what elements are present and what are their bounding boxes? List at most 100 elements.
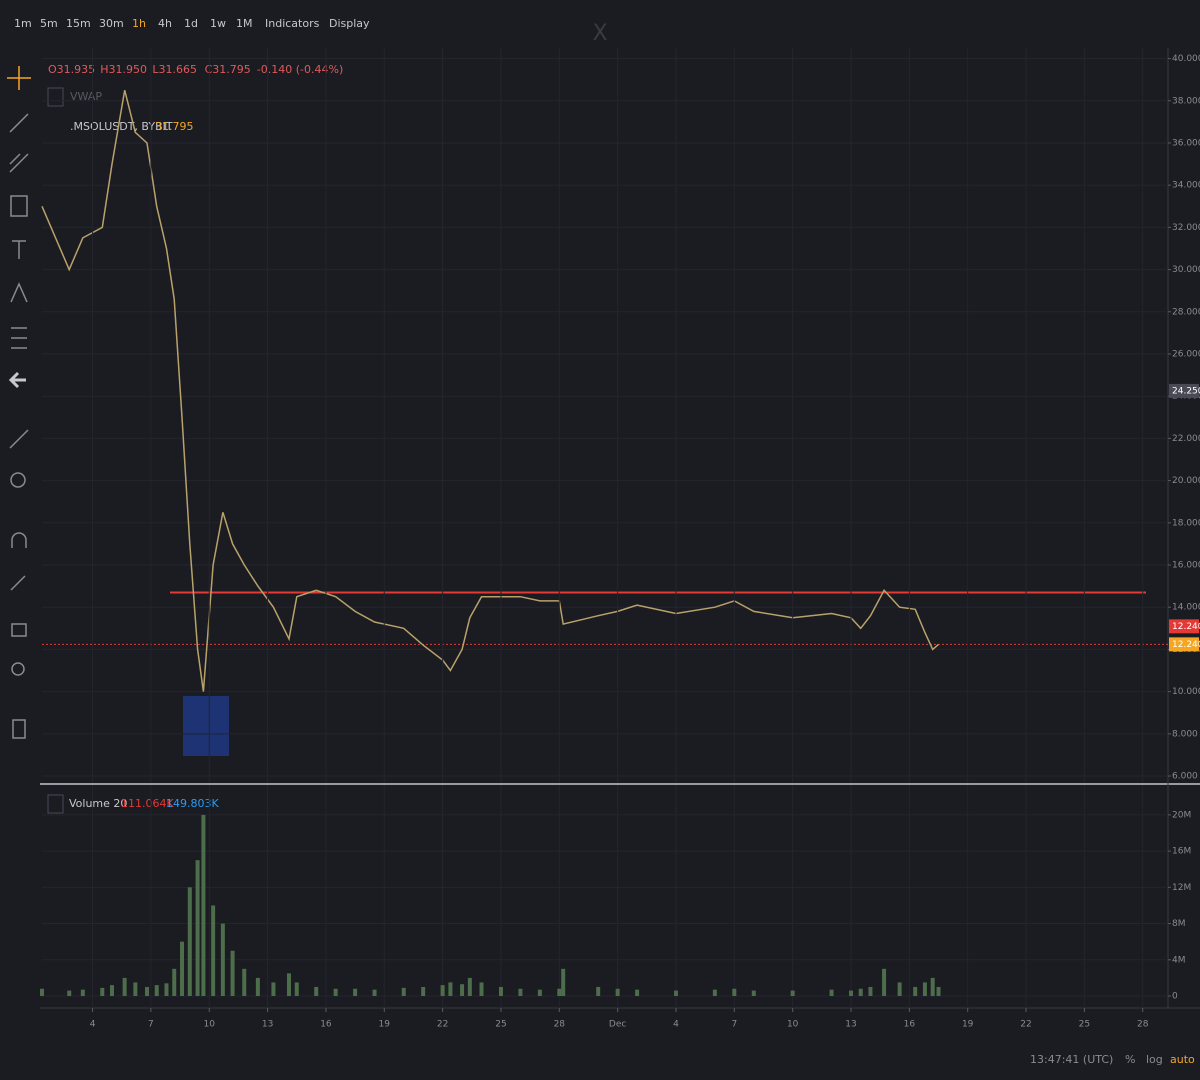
ruler-tool[interactable] [9,429,29,449]
y-tick-label: 12M [1172,883,1191,893]
volume-bar [242,968,247,996]
interval-button[interactable]: 1m [14,17,32,30]
volume-bar [537,989,542,996]
interval-button[interactable]: 1M [236,17,253,30]
x-tick-label: 10 [204,1020,216,1030]
x-tick-label: 22 [1020,1020,1031,1030]
indicators-button[interactable]: Indicators [265,17,320,30]
volume-bar [421,986,426,996]
volume-bar [858,988,863,996]
interval-button[interactable]: 1h [132,17,146,30]
price-label: 24.250 [1172,386,1200,396]
close-watermark[interactable]: X [592,21,607,46]
volume-bar [751,990,756,996]
y-tick-label: 0 [1172,992,1178,1002]
volume-bar [195,860,200,996]
interval-button[interactable]: 1d [184,17,198,30]
y-tick-label: 4M [1172,955,1186,965]
y-tick-label: 34.000 [1172,181,1200,191]
y-tick-label: 28.000 [1172,307,1200,317]
volume-bar [314,986,319,996]
price-label-box [1169,383,1199,398]
display-button[interactable]: Display [329,17,370,30]
volume-bar [172,968,177,996]
ohlc-value: O31.935 [48,63,95,76]
shape-tool[interactable] [10,195,28,217]
x-tick-label: 25 [495,1020,506,1030]
visibility-tool[interactable] [11,662,25,676]
log-toggle[interactable]: log [1146,1053,1163,1066]
volume-bar [271,982,276,996]
volume-bar [164,983,169,996]
y-tick-label: 6.000 [1172,772,1198,782]
volume-bar [498,986,503,996]
volume-bar [401,987,406,996]
ohlc-value: H31.950 [100,63,147,76]
lock-tool[interactable] [11,623,27,637]
drawn-box[interactable] [183,696,229,756]
volume-bar [220,923,225,996]
x-tick-label: 25 [1079,1020,1090,1030]
text-tool[interactable] [12,240,26,259]
interval-button[interactable]: 1w [210,17,226,30]
line-tool[interactable] [9,113,29,133]
auto-toggle[interactable]: auto [1170,1053,1195,1066]
forecast-tool[interactable] [11,327,27,349]
y-tick-label: 20M [1172,810,1191,820]
draw-mode-tool[interactable] [10,575,26,591]
y-tick-label: 10.000 [1172,687,1200,697]
volume-label: Volume 20 [69,797,127,810]
zoom-tool[interactable] [10,472,26,488]
price-label-box [1169,637,1199,652]
delete-tool[interactable] [12,719,26,739]
volume-collapse-button[interactable] [47,794,64,814]
interval-button[interactable]: 4h [158,17,172,30]
pattern-tool[interactable] [10,282,28,303]
x-tick-label: 28 [554,1020,566,1030]
x-tick-label: 16 [904,1020,916,1030]
volume-bar [849,990,854,996]
left-toolbar [7,66,31,739]
vwap-label: VWAP [70,90,102,103]
percent-toggle[interactable]: % [1125,1053,1135,1066]
volume-bar [479,982,484,996]
y-tick-label: 40.000 [1172,54,1200,64]
y-tick-label: 22.000 [1172,434,1200,444]
volume-ma-value: 149.803K [166,797,219,810]
volume-bar [790,990,795,996]
collapse-button[interactable] [47,87,64,107]
y-tick-label: 38.000 [1172,96,1200,106]
volume-bar [882,968,887,996]
interval-button[interactable]: 15m [66,17,91,30]
ohlc-value: -0.140 (-0.44%) [257,63,343,76]
y-tick-label: 20.000 [1172,476,1200,486]
volume-bar [100,987,105,996]
y-tick-label: 14.000 [1172,603,1200,613]
volume-bar [154,985,159,996]
x-tick-label: 4 [673,1020,679,1030]
volume-bar [712,989,717,996]
y-tick-label: 16.000 [1172,561,1200,571]
crosshair-tool[interactable] [7,66,31,90]
volume-bar [122,977,127,996]
volume-bar [440,985,445,996]
volume-bar [353,988,358,996]
volume-bar [67,990,72,996]
volume-bar [930,977,935,996]
price-line [41,90,939,692]
interval-button[interactable]: 30m [99,17,124,30]
fib-tool[interactable] [9,153,29,173]
volume-bar [294,982,299,996]
magnet-tool[interactable] [11,532,27,548]
x-tick-label: 7 [148,1020,154,1030]
x-tick-label: Dec [609,1020,626,1030]
interval-button[interactable]: 5m [40,17,58,30]
volume-bar [518,988,523,996]
back-tool[interactable] [8,371,26,389]
ohlc-value: L31.665 [152,63,197,76]
y-tick-label: 8M [1172,919,1186,929]
x-tick-label: 13 [845,1020,856,1030]
x-tick-label: 19 [962,1020,974,1030]
x-tick-label: 22 [437,1020,448,1030]
